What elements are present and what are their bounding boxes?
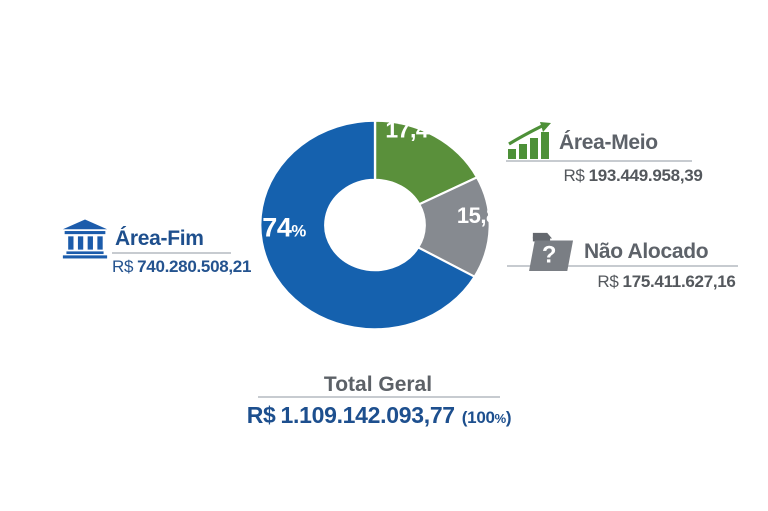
percent-sign: % <box>494 411 507 426</box>
donut-chart <box>259 119 491 331</box>
total-divider <box>258 396 500 398</box>
currency-symbol: R$ <box>597 272 619 291</box>
legend-label-area-fim: Área-Fim <box>115 227 204 250</box>
total-amount: 1.109.142.093,77 <box>280 402 456 428</box>
percent-sign: % <box>291 221 306 241</box>
legend-divider-area-meio <box>506 160 692 162</box>
legend-value-nao-alocado: R$ 175.411.627,16 <box>507 272 768 292</box>
total-percent-open: (100 <box>461 408 495 427</box>
legend-divider-nao-alocado <box>507 265 738 267</box>
percent-sign: % <box>509 211 522 226</box>
percent-sign: % <box>440 125 453 142</box>
slice-percent-value: 17,44 <box>385 116 441 143</box>
slice-percent-area-fim: 66,74% <box>226 212 306 244</box>
amount: 193.449.958,39 <box>588 166 703 185</box>
legend-label-area-meio: Área-Meio <box>559 131 658 154</box>
folder-question-icon: ? <box>529 229 575 272</box>
donut-slice-area-fim <box>259 119 476 331</box>
amount: 740.280.508,21 <box>137 257 252 276</box>
growth-chart-icon <box>507 121 551 159</box>
currency-symbol: R$ <box>112 257 134 276</box>
amount: 175.411.627,16 <box>622 272 736 291</box>
bank-icon <box>62 219 108 259</box>
total-percent: (100%) <box>461 408 512 427</box>
legend-value-area-meio: R$ 193.449.958,39 <box>506 166 726 186</box>
slice-percent-value: 66,74 <box>226 212 292 243</box>
currency-symbol: R$ <box>246 402 276 428</box>
slice-percent-nao-alocado: 15,82% <box>456 203 522 229</box>
slice-percent-value: 15,82 <box>456 203 510 228</box>
slice-percent-area-meio: 17,44% <box>385 116 453 144</box>
legend-label-nao-alocado: Não Alocado <box>584 240 709 263</box>
legend-divider-area-fim <box>112 252 231 254</box>
total-value: R$ 1.109.142.093,77 (100%) <box>247 402 512 429</box>
question-mark-glyph: ? <box>542 241 557 268</box>
legend-value-area-fim: R$ 740.280.508,21 <box>112 257 251 277</box>
currency-symbol: R$ <box>563 166 585 185</box>
total-label: Total Geral <box>323 373 433 396</box>
total-percent-close: ) <box>505 408 512 427</box>
